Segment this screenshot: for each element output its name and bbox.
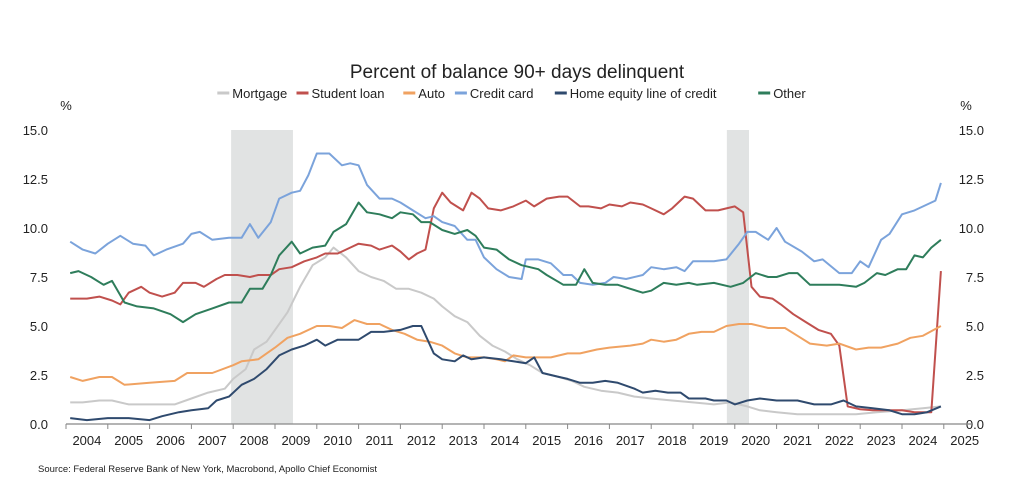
y-tick-label-left: 10.0 xyxy=(23,221,48,236)
y-tick-label-right: 0.0 xyxy=(966,417,984,432)
chart-title: Percent of balance 90+ days delinquent xyxy=(350,62,685,83)
legend-label: Mortgage xyxy=(232,86,287,101)
recession-band xyxy=(726,130,750,424)
y-tick-label-right: 7.5 xyxy=(966,270,984,285)
x-tick-label: 2015 xyxy=(532,433,561,448)
x-axis: 2004 2005 2006 2007 2008 2009 2010 2011 2012 2013… xyxy=(65,423,979,448)
x-tick-label: 2017 xyxy=(616,433,645,448)
y-tick-label-left: 5.0 xyxy=(30,319,48,334)
recession-band xyxy=(231,130,293,424)
y-axis-label-left: % xyxy=(60,98,72,113)
series-line-auto xyxy=(69,319,942,386)
x-tick-label: 2006 xyxy=(156,433,185,448)
legend-item: Other xyxy=(758,86,806,101)
x-tick-label: 2020 xyxy=(741,433,770,448)
x-tick-label: 2021 xyxy=(783,433,812,448)
x-tick-label: 2008 xyxy=(240,433,269,448)
series-line-mortgage xyxy=(70,246,942,416)
x-tick-label: 2007 xyxy=(198,433,227,448)
y-axis-ticks: 0.0 0.0 2.5 2.5 5.0 5.0 7.5 7.5 10.0 10.0 12.5 12.5… xyxy=(23,123,984,432)
source-note: Source: Federal Reserve Bank of New York… xyxy=(38,464,377,475)
y-tick-label-right: 10.0 xyxy=(959,221,984,236)
legend-item: Home equity line of credit xyxy=(554,86,717,101)
legend-item: Credit card xyxy=(454,86,534,101)
legend-label: Credit card xyxy=(470,86,534,101)
y-tick-label-left: 0.0 xyxy=(30,417,48,432)
series-line-other xyxy=(69,201,942,324)
y-tick-label-left: 12.5 xyxy=(23,172,48,187)
legend-item: Auto xyxy=(403,86,445,101)
legend-item: Student loan xyxy=(296,86,385,101)
legend-label: Other xyxy=(773,86,806,101)
y-tick-label-right: 2.5 xyxy=(966,368,984,383)
x-tick-label: 2024 xyxy=(908,433,937,448)
x-tick-label: 2016 xyxy=(574,433,603,448)
x-tick-label: 2010 xyxy=(323,433,352,448)
x-tick-label: 2025 xyxy=(950,433,979,448)
x-tick-label: 2005 xyxy=(114,433,143,448)
y-tick-label-left: 2.5 xyxy=(30,368,48,383)
x-tick-label: 2004 xyxy=(72,433,101,448)
x-tick-label: 2013 xyxy=(449,433,478,448)
legend-label: Auto xyxy=(418,86,445,101)
x-tick-label: 2018 xyxy=(658,433,687,448)
recession-bands xyxy=(231,130,750,424)
y-tick-label-right: 12.5 xyxy=(959,172,984,187)
series-line-student-loan xyxy=(70,191,942,414)
legend-item: Mortgage xyxy=(217,86,287,101)
x-tick-label: 2023 xyxy=(867,433,896,448)
legend-label: Student loan xyxy=(312,86,385,101)
y-tick-label-right: 5.0 xyxy=(966,319,984,334)
x-tick-label: 2009 xyxy=(281,433,310,448)
x-tick-label: 2019 xyxy=(699,433,728,448)
series-line-home-equity-line-of-credit xyxy=(70,325,942,422)
y-tick-label-left: 7.5 xyxy=(30,270,48,285)
x-tick-label: 2012 xyxy=(407,433,436,448)
legend: Mortgage Student loan Auto Credit card Home … xyxy=(217,86,806,101)
x-tick-label: 2011 xyxy=(366,433,394,448)
series-line-credit-card xyxy=(69,152,942,286)
y-tick-label-right: 15.0 xyxy=(959,123,984,138)
legend-label: Home equity line of credit xyxy=(570,86,717,101)
x-tick-label: 2014 xyxy=(490,433,519,448)
series-lines xyxy=(69,152,942,422)
y-axis-label-right: % xyxy=(960,98,972,113)
x-tick-label: 2022 xyxy=(825,433,854,448)
y-tick-label-left: 15.0 xyxy=(23,123,48,138)
